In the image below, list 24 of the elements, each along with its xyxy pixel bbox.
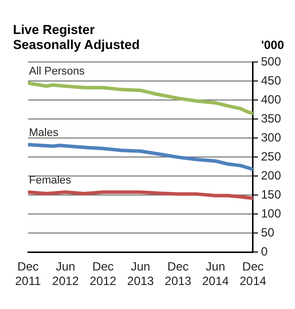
- x-tick-label: Dec 2011: [15, 260, 42, 288]
- y-tick-label: 300: [260, 130, 282, 145]
- y-tick-label: 0: [260, 244, 268, 259]
- y-tick-label: 350: [260, 112, 282, 126]
- series-label: Males: [29, 127, 59, 140]
- x-tick-label: Jun 2014: [202, 260, 230, 288]
- y-tick-label: 400: [260, 92, 282, 107]
- chart-title: Live Register: [13, 22, 96, 37]
- x-tick-label: Dec 2012: [90, 260, 117, 288]
- y-axis-title: '000: [261, 38, 284, 52]
- y-tick-label: 50: [260, 226, 275, 240]
- x-tick-label: Dec 2014: [240, 260, 267, 288]
- series-label: Females: [29, 174, 72, 187]
- y-tick-label: 200: [260, 168, 282, 183]
- x-tick-label: Dec 2013: [164, 260, 192, 288]
- chart-subtitle: Seasonally Adjusted: [13, 37, 140, 52]
- y-tick-label: 250: [260, 150, 282, 164]
- series-label: All Persons: [29, 66, 86, 78]
- x-tick-label: Jun 2012: [52, 260, 80, 288]
- y-tick-label: 500: [260, 54, 282, 69]
- y-tick-label: 150: [260, 188, 282, 202]
- y-tick-label: 100: [260, 206, 282, 221]
- y-tick-label: 450: [260, 74, 282, 88]
- x-tick-label: Jun 2013: [127, 260, 154, 288]
